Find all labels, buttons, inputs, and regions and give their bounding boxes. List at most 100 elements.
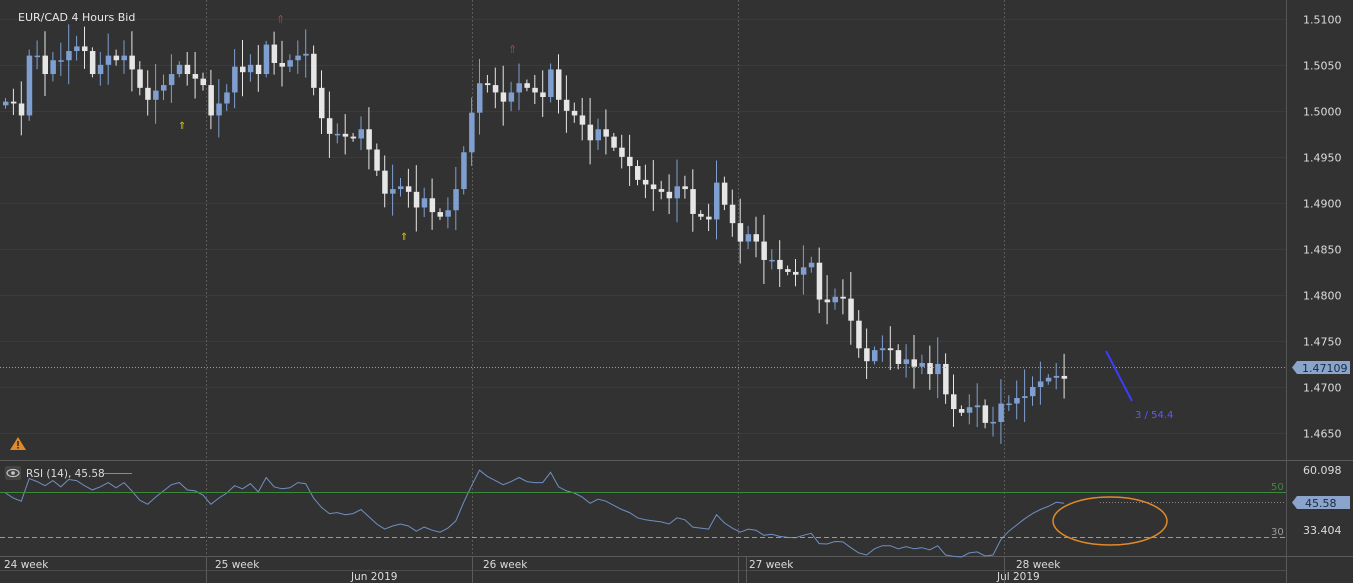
candle[interactable] (1022, 369, 1028, 423)
candle[interactable] (461, 146, 467, 195)
candle[interactable] (840, 279, 846, 315)
candle[interactable] (1045, 374, 1052, 385)
candle[interactable] (729, 189, 736, 237)
candle[interactable] (303, 29, 309, 78)
candle[interactable] (113, 49, 120, 66)
candle[interactable] (492, 67, 499, 109)
candle[interactable] (500, 65, 507, 126)
candle[interactable] (935, 337, 941, 399)
candle[interactable] (579, 97, 586, 141)
candle[interactable] (927, 345, 933, 390)
candle[interactable] (484, 74, 491, 93)
candle[interactable] (958, 405, 965, 417)
candle[interactable] (279, 40, 286, 87)
candle[interactable] (342, 114, 349, 155)
candle[interactable] (192, 51, 199, 99)
candle[interactable] (769, 249, 775, 270)
candle[interactable] (642, 164, 649, 199)
candle[interactable] (808, 256, 815, 273)
candle[interactable] (18, 81, 25, 136)
candle[interactable] (903, 344, 910, 378)
candle[interactable] (477, 58, 483, 135)
highlight-ellipse[interactable] (1052, 496, 1168, 546)
candle[interactable] (453, 166, 459, 231)
candle[interactable] (785, 265, 791, 276)
candle[interactable] (619, 134, 625, 169)
candle[interactable] (943, 353, 949, 404)
candle[interactable] (10, 88, 17, 116)
candle[interactable] (3, 97, 9, 109)
candle[interactable] (1006, 395, 1012, 411)
candle[interactable] (405, 168, 412, 208)
candle[interactable] (658, 180, 665, 200)
candle[interactable] (508, 81, 515, 112)
candle[interactable] (216, 79, 222, 138)
candle[interactable] (390, 164, 396, 216)
candle[interactable] (334, 123, 341, 144)
candle[interactable] (603, 109, 609, 155)
candle[interactable] (650, 160, 657, 212)
candle[interactable] (89, 47, 96, 78)
candle[interactable] (666, 174, 673, 215)
candle[interactable] (66, 24, 72, 85)
candle[interactable] (1037, 361, 1044, 405)
candle[interactable] (200, 72, 207, 91)
candle[interactable] (350, 132, 357, 142)
candle[interactable] (34, 40, 41, 70)
candle[interactable] (176, 61, 183, 78)
candle[interactable] (58, 42, 64, 76)
candle[interactable] (793, 259, 799, 287)
warning-icon[interactable] (10, 437, 26, 450)
trend-line[interactable] (1105, 350, 1133, 402)
candle[interactable] (966, 394, 973, 425)
candle[interactable] (224, 84, 230, 111)
candle[interactable] (635, 160, 641, 186)
candle[interactable] (682, 175, 688, 199)
candle[interactable] (587, 97, 594, 165)
candle[interactable] (374, 143, 380, 177)
candle[interactable] (611, 132, 617, 151)
candle[interactable] (247, 54, 254, 82)
candle[interactable] (864, 328, 870, 380)
candle[interactable] (698, 210, 704, 221)
candle[interactable] (532, 74, 538, 105)
candle[interactable] (872, 346, 878, 365)
candle[interactable] (737, 198, 744, 264)
candle[interactable] (856, 310, 862, 358)
candle[interactable] (824, 275, 831, 325)
candle[interactable] (753, 216, 760, 258)
candle[interactable] (571, 102, 578, 123)
candle[interactable] (674, 159, 681, 223)
candle[interactable] (990, 406, 997, 437)
candle[interactable] (255, 45, 262, 92)
candle[interactable] (145, 70, 151, 116)
candle[interactable] (595, 118, 602, 150)
candle[interactable] (540, 70, 546, 117)
candle[interactable] (287, 54, 293, 73)
candle[interactable] (121, 40, 128, 74)
candle[interactable] (690, 169, 696, 232)
candle[interactable] (97, 51, 104, 86)
candle[interactable] (1014, 380, 1020, 420)
candle[interactable] (42, 31, 49, 96)
candle[interactable] (800, 245, 807, 295)
candle[interactable] (413, 165, 420, 232)
candle[interactable] (208, 69, 214, 130)
candle[interactable] (982, 399, 989, 429)
candle[interactable] (895, 344, 902, 370)
candle[interactable] (777, 240, 783, 287)
candle[interactable] (358, 116, 365, 151)
candle[interactable] (184, 51, 191, 86)
candle[interactable] (721, 176, 728, 211)
candle[interactable] (161, 74, 167, 101)
candle[interactable] (74, 35, 80, 61)
candle[interactable] (319, 70, 325, 134)
candle[interactable] (326, 91, 333, 158)
candle[interactable] (761, 214, 767, 284)
candles[interactable] (3, 24, 1068, 444)
candle[interactable] (50, 51, 56, 82)
candle[interactable] (524, 79, 530, 92)
candle[interactable] (168, 54, 175, 103)
candle[interactable] (311, 45, 317, 96)
candle[interactable] (82, 26, 88, 69)
